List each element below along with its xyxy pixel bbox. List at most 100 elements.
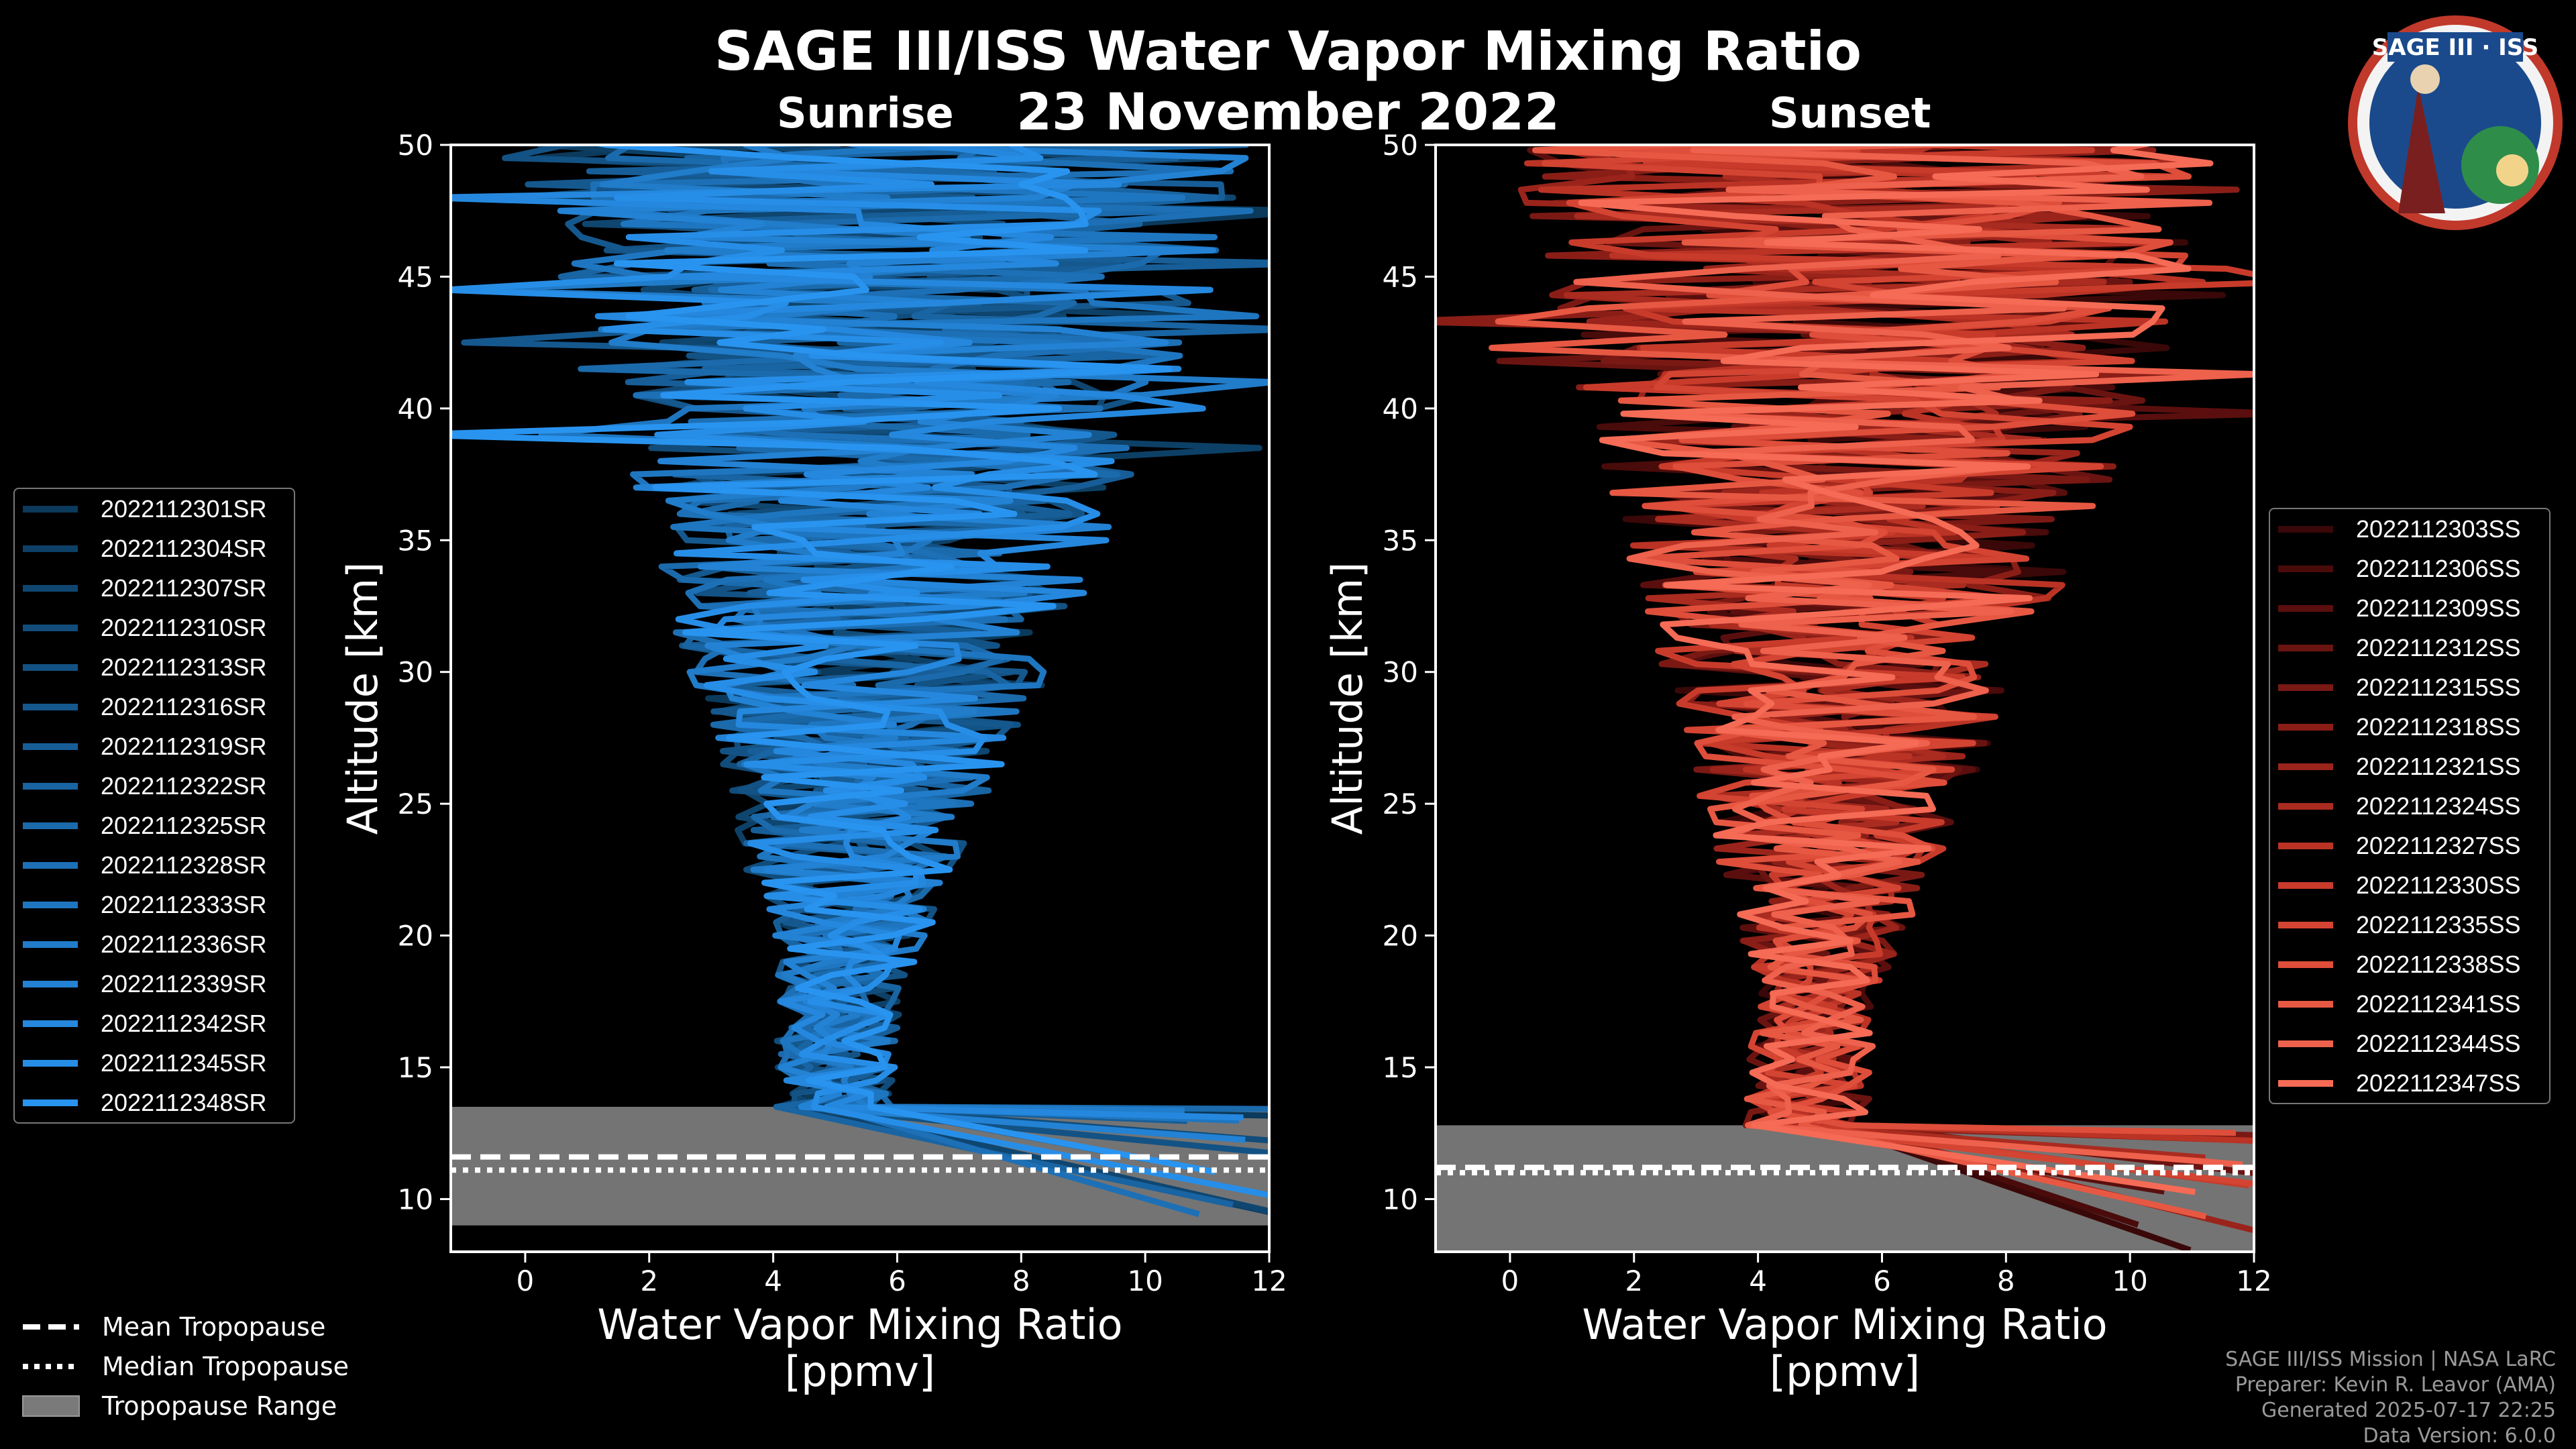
legend-label: 2022112321SS	[2356, 752, 2521, 780]
legend-item-2022112348SR: 2022112348SR	[15, 1083, 294, 1122]
legend-item-2022112306SS: 2022112306SS	[2270, 549, 2549, 588]
sunrise-ytick-label: 50	[398, 129, 433, 162]
sunset-ytick-label: 25	[1383, 788, 1418, 820]
sunset-xtick-label: 6	[1873, 1265, 1891, 1297]
legend-swatch	[2278, 565, 2333, 572]
sunrise-ytick-label: 20	[398, 920, 433, 953]
credit-mission: SAGE III/ISS Mission | NASA LaRC	[2225, 1348, 2556, 1371]
legend-mean-label: Mean Tropopause	[102, 1311, 326, 1342]
legend-swatch	[23, 505, 78, 513]
sunset-ytick-label: 50	[1383, 129, 1418, 162]
legend-item-2022112318SS: 2022112318SS	[2270, 707, 2549, 747]
legend-swatch	[23, 861, 78, 869]
sunrise-yaxis-label: Altitude [km]	[338, 562, 387, 835]
legend-swatch	[23, 901, 78, 908]
sunrise-ytick-label: 30	[398, 656, 433, 689]
legend-swatch	[23, 980, 78, 987]
legend-item-2022112313SR: 2022112313SR	[15, 647, 294, 687]
legend-swatch	[2278, 961, 2333, 968]
legend-label: 2022112307SR	[101, 574, 267, 602]
chart-title: SAGE III/ISS Water Vapor Mixing Ratio	[714, 20, 1862, 83]
legend-item-2022112324SS: 2022112324SS	[2270, 786, 2549, 826]
legend-item-2022112322SR: 2022112322SR	[15, 766, 294, 806]
legend-item-2022112319SR: 2022112319SR	[15, 727, 294, 766]
legend-swatch	[23, 703, 78, 710]
legend-swatch	[2278, 604, 2333, 612]
legend-label: 2022112313SR	[101, 653, 267, 681]
sunset-xtick-label: 10	[2112, 1265, 2147, 1297]
sunset-ytick-label: 40	[1383, 392, 1418, 425]
legend-swatch	[23, 822, 78, 829]
legend-swatch	[2278, 644, 2333, 651]
legend-item-2022112335SS: 2022112335SS	[2270, 905, 2549, 945]
sunset-xtick-label: 0	[1501, 1265, 1519, 1297]
legend-label: 2022112312SS	[2356, 633, 2521, 661]
legend-label: 2022112315SS	[2356, 673, 2521, 701]
logo-name: SAGE III · ISS	[2372, 34, 2538, 61]
legend-label: 2022112327SS	[2356, 831, 2521, 859]
sunrise-xaxis-label-line1: Water Vapor Mixing Ratio	[597, 1300, 1122, 1349]
legend-label: 2022112347SS	[2356, 1069, 2521, 1097]
legend-swatch	[2278, 763, 2333, 770]
legend-item-2022112338SS: 2022112338SS	[2270, 945, 2549, 984]
legend-swatch	[23, 941, 78, 948]
legend-swatch	[23, 782, 78, 790]
legend-swatch	[23, 663, 78, 671]
legend-item-2022112336SR: 2022112336SR	[15, 924, 294, 964]
legend-label: 2022112344SS	[2356, 1029, 2521, 1057]
legend-item-2022112312SS: 2022112312SS	[2270, 628, 2549, 667]
sunset-tropopause-range	[1436, 1125, 2254, 1252]
sunrise-ytick-label: 25	[398, 788, 433, 820]
sunrise-plot-frame	[449, 144, 1271, 1253]
legend-item-2022112344SS: 2022112344SS	[2270, 1024, 2549, 1063]
legend-item-2022112304SR: 2022112304SR	[15, 529, 294, 568]
legend-item-2022112333SR: 2022112333SR	[15, 885, 294, 924]
sunset-ytick-label: 15	[1383, 1051, 1418, 1084]
legend-item-2022112316SR: 2022112316SR	[15, 687, 294, 727]
sunrise-xaxis-label-line2: [ppmv]	[785, 1347, 935, 1396]
legend-swatch	[2278, 723, 2333, 731]
legend-median-label: Median Tropopause	[102, 1351, 349, 1381]
legend-label: 2022112310SR	[101, 613, 267, 641]
legend-range-label: Tropopause Range	[102, 1391, 337, 1421]
legend-swatch	[23, 1099, 78, 1106]
legend-label: 2022112318SS	[2356, 712, 2521, 741]
sunset-xaxis-label-line2: [ppmv]	[1770, 1347, 1920, 1396]
sunrise-xtick-label: 4	[764, 1265, 782, 1297]
legend-swatch	[2278, 525, 2333, 533]
sunrise-chart: 0 2 4 6 8 10 12 10 15 20 25 30 35 40 45 50 Water Vapor M…	[338, 129, 1287, 1396]
legend-item-2022112345SR: 2022112345SR	[15, 1043, 294, 1083]
sunset-ytick-label: 20	[1383, 920, 1418, 953]
legend-label: 2022112301SR	[101, 494, 267, 523]
sunrise-panel-label: Sunrise	[777, 89, 954, 138]
legend-swatch	[2278, 1000, 2333, 1008]
legend-swatch	[2278, 842, 2333, 849]
sunrise-ytick-label: 45	[398, 260, 433, 293]
sunset-xtick-label: 2	[1625, 1265, 1643, 1297]
legend-label: 2022112341SS	[2356, 989, 2521, 1018]
tropopause-legend: Mean Tropopause Median Tropopause Tropop…	[20, 1307, 349, 1426]
legend-item-2022112301SR: 2022112301SR	[15, 489, 294, 529]
chart-date: 23 November 2022	[1016, 82, 1560, 142]
legend-label: 2022112325SR	[101, 811, 267, 839]
legend-label: 2022112309SS	[2356, 594, 2521, 622]
legend-swatch	[2278, 921, 2333, 928]
legend-label: 2022112330SS	[2356, 871, 2521, 899]
credits-block: SAGE III/ISS Mission | NASA LaRC Prepare…	[2225, 1347, 2556, 1449]
legend-swatch	[2278, 684, 2333, 691]
legend-item-2022112347SS: 2022112347SS	[2270, 1063, 2549, 1103]
legend-swatch	[2278, 881, 2333, 889]
sunrise-ytick-label: 10	[398, 1183, 433, 1216]
sunset-series-2022112344SS	[1573, 145, 2254, 1168]
sunrise-ytick-label: 40	[398, 392, 433, 425]
legend-item-2022112341SS: 2022112341SS	[2270, 984, 2549, 1024]
sunset-ytick-label: 30	[1383, 656, 1418, 689]
legend-item-2022112325SR: 2022112325SR	[15, 806, 294, 845]
legend-mean-tropopause: Mean Tropopause	[20, 1307, 349, 1346]
legend-swatch	[2278, 1079, 2333, 1087]
legend-swatch	[23, 1059, 78, 1067]
legend-label: 2022112322SR	[101, 771, 267, 800]
legend-swatch	[2278, 1040, 2333, 1047]
legend-item-2022112307SR: 2022112307SR	[15, 568, 294, 608]
sunset-ytick-label: 45	[1383, 260, 1418, 293]
